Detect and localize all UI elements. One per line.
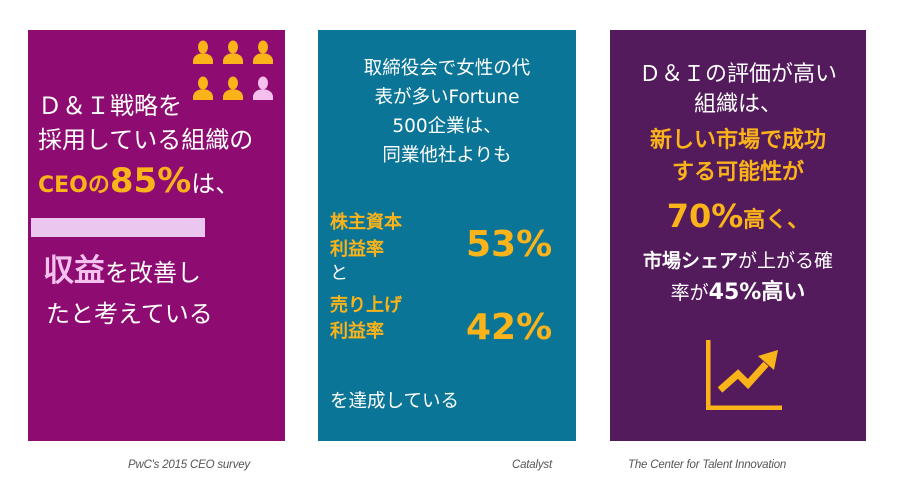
metric1-label-line-2: 利益率 (330, 239, 384, 260)
metric1-label-line-1: 株主資本 (330, 212, 402, 233)
stat-value-70: 70% (666, 197, 744, 235)
headline-line-3: CEOの85%は、 (38, 164, 239, 198)
market-share-rest: が上がる確 (738, 250, 834, 272)
market-share-label: 市場シェア (642, 250, 738, 272)
highlight-suffix: 高く、 (743, 208, 810, 233)
people-group-icon (192, 40, 280, 100)
source-talent-innovation: The Center for Talent Innovation (628, 459, 787, 471)
person-icon (252, 40, 274, 64)
headline-line-4: 収益を改善し (43, 256, 201, 287)
intro-line-1: 取締役会で女性の代 (363, 58, 531, 79)
person-icon (192, 40, 214, 64)
intro-line-4: 同業他社よりも (382, 145, 512, 166)
revenue-emphasis: 収益 (43, 253, 105, 289)
source-catalyst: Catalyst (512, 459, 552, 471)
intro-line-2: 表が多いFortune (374, 87, 520, 108)
market-share-line-2: 率が45%高い (610, 282, 866, 304)
person-icon (222, 76, 244, 100)
market-share-prefix: 率が (670, 282, 709, 304)
headline-line-1: Ｄ＆Ｉ戦略を (38, 92, 182, 120)
stat-value-45: 45%高い (708, 280, 806, 305)
highlight-line-2: する可能性が (671, 160, 804, 185)
stat-card-ceo-survey: Ｄ＆Ｉ戦略を 採用している組織の CEOの85%は、 収益を改善し たと考えてい… (28, 30, 285, 441)
headline-suffix: は、 (191, 170, 240, 198)
closing-text: を達成している (330, 391, 459, 412)
market-share-line-1: 市場シェアが上がる確 (610, 252, 866, 271)
highlight-line-3: 70%高く、 (610, 200, 866, 232)
headline-line-5: たと考えている (46, 300, 213, 328)
stat-value-85: 85% (109, 161, 192, 201)
trend-up-chart-icon (706, 340, 782, 410)
intro-line-2: 組織は、 (693, 92, 782, 117)
stat-card-talent-innovation: Ｄ＆Ｉの評価が高い 組織は、 新しい市場で成功 する可能性が 70%高く、 市場… (610, 30, 866, 441)
person-icon-highlighted (252, 76, 274, 100)
highlight-bar (31, 218, 205, 237)
highlight-line-1: 新しい市場で成功 (649, 128, 826, 153)
person-icon (222, 40, 244, 64)
source-pwc: PwC's 2015 CEO survey (128, 459, 250, 471)
metric2-label-line-1: 売り上げ (330, 295, 402, 316)
stat-value-53: 53% (466, 224, 553, 265)
intro-line-3: 500企業は、 (392, 116, 502, 137)
headline-line-4-rest: を改善し (105, 259, 201, 287)
headline-line-2: 採用している組織の (38, 126, 254, 154)
ceo-label: CEOの (38, 173, 110, 198)
stat-value-42: 42% (466, 307, 553, 348)
person-icon (192, 76, 214, 100)
connector-text: と (330, 263, 348, 284)
metric2-label-line-2: 利益率 (330, 321, 384, 342)
intro-line-1: Ｄ＆Ｉの評価が高い (638, 62, 837, 87)
stat-card-catalyst: 取締役会で女性の代 表が多いFortune 500企業は、 同業他社よりも 株主… (318, 30, 576, 441)
